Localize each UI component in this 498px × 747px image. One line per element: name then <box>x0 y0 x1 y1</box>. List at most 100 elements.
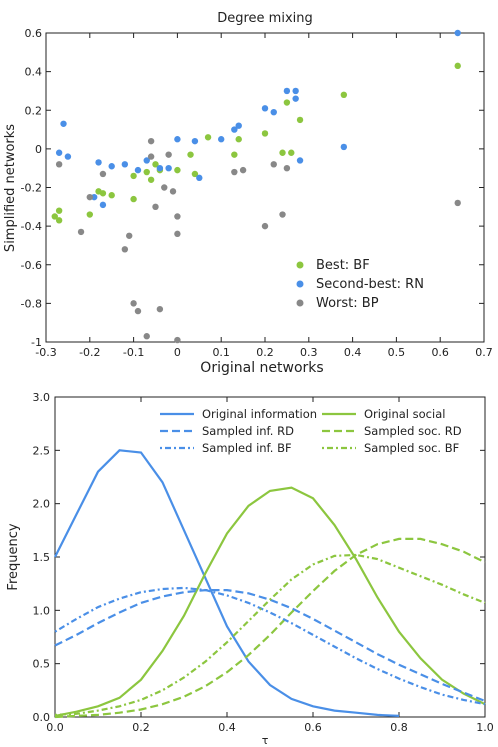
chart-title: Degree mixing <box>217 11 313 26</box>
y-tick-label: -0.2 <box>21 182 42 195</box>
data-point <box>292 95 299 102</box>
data-point <box>156 164 164 172</box>
y-tick-label: 0.6 <box>25 27 43 40</box>
x-tick-label: 0.7 <box>475 346 493 359</box>
data-point <box>296 157 304 164</box>
series-line <box>54 589 486 703</box>
data-point <box>191 170 199 178</box>
data-point <box>174 230 181 238</box>
x-tick-label: 1.0 <box>476 721 494 734</box>
legend-marker <box>296 299 304 307</box>
data-point <box>130 195 137 203</box>
x-axis-ticks: 0.0 0.2 0.4 0.6 0.8 1.0 <box>46 397 494 734</box>
x-tick-label: 0.4 <box>218 721 236 734</box>
y-tick-label: -0.4 <box>21 220 42 233</box>
y-tick-label: 2.0 <box>33 498 51 511</box>
data-point <box>270 161 277 168</box>
x-tick-label: 0.5 <box>388 346 406 359</box>
x-axis-label: Original networks <box>200 360 323 376</box>
legend-marker <box>296 280 304 288</box>
y-axis-ticks: 0.0 0.5 1.0 1.5 2.0 2.5 3.0 <box>33 391 485 724</box>
data-point <box>279 211 286 218</box>
data-point <box>143 157 150 164</box>
data-point <box>231 126 238 133</box>
series-line <box>54 553 486 716</box>
data-point <box>174 136 181 143</box>
y-tick-label: -0.6 <box>21 259 42 272</box>
data-point <box>261 222 269 230</box>
legend-label: Sampled soc. BF <box>364 441 459 455</box>
data-point <box>283 87 291 95</box>
data-point <box>77 228 85 236</box>
series-line <box>54 586 486 706</box>
x-axis-label: τ <box>262 734 269 747</box>
y-tick-label: -0.8 <box>21 297 42 310</box>
y-axis-label: Simplified networks <box>3 124 18 252</box>
x-tick-label: -0.3 <box>35 346 56 359</box>
y-tick-label: 1.0 <box>33 604 51 617</box>
legend-label: Sampled inf. RD <box>202 424 294 438</box>
data-point <box>218 136 225 143</box>
legend: Best: BF Second-best: RN Worst: BP <box>296 258 424 311</box>
y-tick-label: 0.5 <box>33 658 51 671</box>
y-axis-ticks: -1 -0.8 -0.6 -0.4 -0.2 0 0.2 0.4 0.6 <box>21 27 484 349</box>
data-point <box>261 105 269 112</box>
x-tick-label: 0 <box>174 346 181 359</box>
y-tick-label: 3.0 <box>33 391 51 404</box>
data-point <box>454 62 461 70</box>
legend: Original information Original social Sampl… <box>160 407 462 455</box>
data-point <box>55 149 63 156</box>
x-tick-label: 0.4 <box>344 346 362 359</box>
data-point <box>152 161 159 168</box>
y-tick-label: 0.4 <box>25 66 43 79</box>
data-point <box>134 307 142 315</box>
x-tick-label: 0.0 <box>46 721 64 734</box>
data-point <box>152 203 159 211</box>
data-point <box>121 246 129 253</box>
data-point <box>147 153 155 160</box>
data-point <box>174 166 181 174</box>
series-line <box>54 537 486 719</box>
x-tick-label: 0.8 <box>390 721 408 734</box>
data-point <box>235 136 242 143</box>
data-point <box>204 134 212 141</box>
series-line <box>54 486 486 717</box>
data-point <box>95 159 102 166</box>
legend-label: Sampled soc. RD <box>364 424 462 438</box>
data-point <box>165 151 172 158</box>
data-point <box>283 164 291 172</box>
data-point <box>231 151 238 158</box>
legend-label: Original information <box>202 407 317 421</box>
data-point <box>235 122 242 129</box>
data-point <box>64 153 72 160</box>
data-point <box>90 193 98 201</box>
legend-label: Sampled inf. BF <box>202 441 292 455</box>
data-point <box>143 333 150 340</box>
x-tick-label: 0.2 <box>256 346 274 359</box>
data-point <box>86 193 94 201</box>
data-point <box>261 130 269 137</box>
data-point <box>239 166 247 174</box>
data-point <box>174 213 181 220</box>
data-point <box>454 29 461 37</box>
x-tick-label: 0.1 <box>212 346 230 359</box>
data-point <box>60 120 67 127</box>
data-point <box>134 166 142 174</box>
y-axis-label: Frequency <box>6 523 21 590</box>
series-line <box>54 449 400 717</box>
x-tick-label: 0.6 <box>431 346 449 359</box>
plot-frame <box>45 32 485 343</box>
data-point <box>288 149 295 156</box>
scatter-points <box>51 29 461 344</box>
data-point <box>108 163 115 170</box>
y-tick-label: 1.5 <box>33 551 51 564</box>
data-point <box>191 137 199 145</box>
data-point <box>165 164 172 172</box>
data-point <box>340 91 348 99</box>
frequency-line-chart: 0.0 0.2 0.4 0.6 0.8 1.0 0.0 0.5 1.0 1.5 2.0 2.5 3.0… <box>6 391 494 747</box>
data-point <box>169 188 177 195</box>
legend-label: Worst: BP <box>316 296 379 311</box>
legend-label: Second-best: RN <box>316 277 424 292</box>
data-point <box>51 213 58 220</box>
